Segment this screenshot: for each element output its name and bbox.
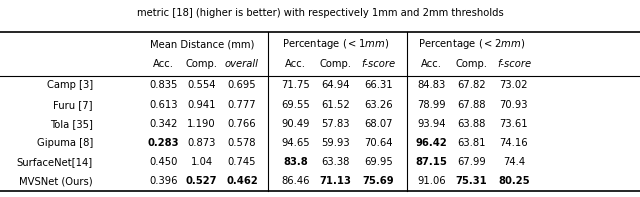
- Text: 93.94: 93.94: [417, 119, 445, 129]
- Text: 0.396: 0.396: [149, 177, 177, 187]
- Text: 63.38: 63.38: [321, 157, 349, 167]
- Text: 0.777: 0.777: [228, 100, 256, 110]
- Text: MVSNet (Ours): MVSNet (Ours): [19, 177, 93, 187]
- Text: 96.42: 96.42: [415, 138, 447, 148]
- Text: 0.695: 0.695: [228, 80, 256, 90]
- Text: 74.4: 74.4: [503, 157, 525, 167]
- Text: Gipuma [8]: Gipuma [8]: [36, 138, 93, 148]
- Text: 0.283: 0.283: [147, 138, 179, 148]
- Text: 75.69: 75.69: [362, 177, 394, 187]
- Text: 73.02: 73.02: [500, 80, 528, 90]
- Text: 0.450: 0.450: [149, 157, 177, 167]
- Text: 91.06: 91.06: [417, 177, 445, 187]
- Text: Tola [35]: Tola [35]: [50, 119, 93, 129]
- Text: 67.82: 67.82: [458, 80, 486, 90]
- Text: 57.83: 57.83: [321, 119, 349, 129]
- Text: 87.15: 87.15: [415, 157, 447, 167]
- Text: 73.61: 73.61: [500, 119, 528, 129]
- Text: 0.835: 0.835: [149, 80, 177, 90]
- Text: 0.766: 0.766: [228, 119, 256, 129]
- Text: f-score: f-score: [361, 59, 396, 69]
- Text: 64.94: 64.94: [321, 80, 349, 90]
- Text: 61.52: 61.52: [321, 100, 349, 110]
- Text: 78.99: 78.99: [417, 100, 445, 110]
- Text: 83.8: 83.8: [284, 157, 308, 167]
- Text: 0.873: 0.873: [188, 138, 216, 148]
- Text: 67.99: 67.99: [458, 157, 486, 167]
- Text: Comp.: Comp.: [186, 59, 218, 69]
- Text: 0.342: 0.342: [149, 119, 177, 129]
- Text: 80.25: 80.25: [498, 177, 530, 187]
- Text: Comp.: Comp.: [456, 59, 488, 69]
- Text: 75.31: 75.31: [456, 177, 488, 187]
- Text: 0.941: 0.941: [188, 100, 216, 110]
- Text: 63.88: 63.88: [458, 119, 486, 129]
- Text: overall: overall: [225, 59, 259, 69]
- Text: 69.95: 69.95: [364, 157, 392, 167]
- Text: 0.527: 0.527: [186, 177, 218, 187]
- Text: 0.554: 0.554: [188, 80, 216, 90]
- Text: 70.64: 70.64: [364, 138, 392, 148]
- Text: 63.26: 63.26: [364, 100, 392, 110]
- Text: Acc.: Acc.: [421, 59, 442, 69]
- Text: 66.31: 66.31: [364, 80, 392, 90]
- Text: 0.613: 0.613: [149, 100, 177, 110]
- Text: Furu [7]: Furu [7]: [53, 100, 93, 110]
- Text: 68.07: 68.07: [364, 119, 392, 129]
- Text: metric [18] (higher is better) with respectively 1mm and 2mm thresholds: metric [18] (higher is better) with resp…: [136, 8, 504, 18]
- Text: 0.578: 0.578: [228, 138, 256, 148]
- Text: Acc.: Acc.: [285, 59, 306, 69]
- Text: 74.16: 74.16: [500, 138, 528, 148]
- Text: 90.49: 90.49: [282, 119, 310, 129]
- Text: Camp [3]: Camp [3]: [47, 80, 93, 90]
- Text: 71.13: 71.13: [319, 177, 351, 187]
- Text: 69.55: 69.55: [282, 100, 310, 110]
- Text: Mean Distance (mm): Mean Distance (mm): [150, 39, 255, 49]
- Text: 0.745: 0.745: [228, 157, 256, 167]
- Text: 70.93: 70.93: [500, 100, 528, 110]
- Text: Percentage ($<$1$mm$): Percentage ($<$1$mm$): [282, 37, 389, 51]
- Text: SurfaceNet[14]: SurfaceNet[14]: [17, 157, 93, 167]
- Text: 0.462: 0.462: [226, 177, 258, 187]
- Text: f-score: f-score: [497, 59, 531, 69]
- Text: 1.04: 1.04: [191, 157, 212, 167]
- Text: 71.75: 71.75: [282, 80, 310, 90]
- Text: 84.83: 84.83: [417, 80, 445, 90]
- Text: Percentage ($<$2$mm$): Percentage ($<$2$mm$): [418, 37, 525, 51]
- Text: 63.81: 63.81: [458, 138, 486, 148]
- Text: 94.65: 94.65: [282, 138, 310, 148]
- Text: Comp.: Comp.: [319, 59, 351, 69]
- Text: 86.46: 86.46: [282, 177, 310, 187]
- Text: 67.88: 67.88: [458, 100, 486, 110]
- Text: 1.190: 1.190: [188, 119, 216, 129]
- Text: 59.93: 59.93: [321, 138, 349, 148]
- Text: Acc.: Acc.: [153, 59, 173, 69]
